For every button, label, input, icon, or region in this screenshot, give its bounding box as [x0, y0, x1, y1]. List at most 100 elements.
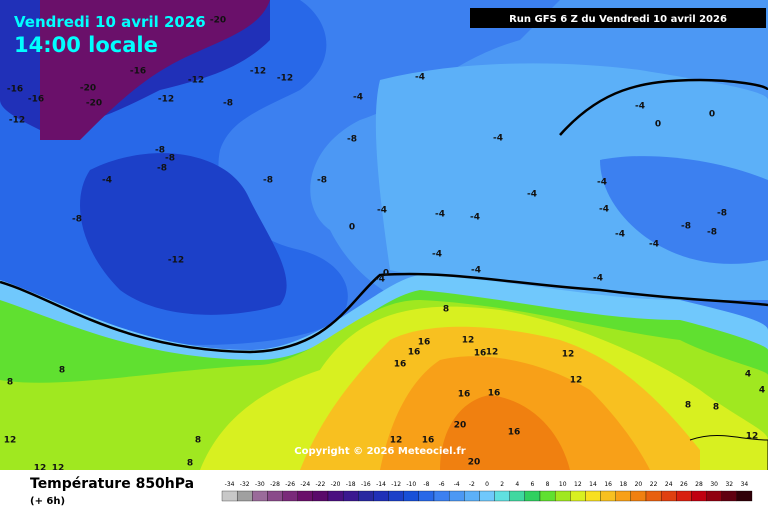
footer-title: Température 850hPa	[30, 476, 194, 492]
contour-label: 12	[486, 348, 499, 358]
scale-swatch	[630, 490, 647, 502]
contour-label: -4	[375, 275, 385, 285]
contour-label: -12	[277, 74, 293, 84]
contour-label: 12	[570, 376, 583, 386]
scale-label: 28	[695, 481, 703, 488]
contour-label: 16	[508, 428, 521, 438]
contour-label: 0	[383, 269, 389, 279]
scale-swatch	[645, 490, 662, 502]
scale-label: -26	[285, 481, 295, 488]
scale-swatch	[464, 490, 480, 502]
contour-label: -8	[165, 154, 175, 164]
scale-swatch	[342, 490, 359, 502]
contour-label: -4	[432, 250, 442, 260]
map-time: 14:00 locale	[14, 33, 158, 57]
scale-label: -14	[376, 481, 386, 488]
contour-label: 12	[34, 464, 47, 474]
contour-label: -16	[7, 85, 23, 95]
scale-swatch	[524, 490, 541, 502]
contour-label: 12	[52, 464, 65, 474]
scale-label: 2	[500, 481, 504, 488]
contour-label: 20	[454, 421, 467, 431]
contour-label: -20	[80, 84, 96, 94]
scale-label: -12	[391, 481, 401, 488]
contour-label: 8	[195, 436, 201, 446]
contour-label: -4	[593, 274, 603, 284]
contour-label: -4	[435, 210, 445, 220]
scale-label: 22	[650, 481, 658, 488]
scale-swatch	[570, 490, 586, 502]
contour-label: -20	[86, 99, 102, 109]
contour-label: -8	[681, 222, 691, 232]
contour-label: -4	[597, 178, 607, 188]
scale-label: 12	[574, 481, 582, 488]
contour-label: -8	[223, 99, 233, 109]
scale-label: -34	[225, 481, 235, 488]
scale-label: 32	[725, 481, 733, 488]
contour-label: -8	[263, 176, 273, 186]
contour-label: -4	[471, 266, 481, 276]
contour-label: 12	[390, 436, 403, 446]
scale-label: 24	[665, 481, 673, 488]
run-banner	[470, 8, 766, 28]
contour-label: -8	[157, 164, 167, 174]
contour-label: 16	[458, 390, 471, 400]
contour-label: 8	[7, 378, 13, 388]
scale-swatch	[403, 490, 420, 502]
contour-label: -4	[377, 206, 387, 216]
contour-label: -16	[130, 67, 146, 77]
scale-swatch	[736, 490, 753, 502]
scale-label: 34	[741, 481, 749, 488]
scale-label: 8	[546, 481, 550, 488]
contour-label: -8	[717, 209, 727, 219]
scale-label: -8	[423, 481, 429, 488]
scale-swatch	[691, 490, 707, 502]
contour-label: -4	[649, 240, 659, 250]
contour-label: -12	[9, 116, 25, 126]
contour-label: 0	[349, 223, 355, 233]
scale-label: -4	[454, 481, 460, 488]
scale-swatch	[312, 490, 329, 502]
contour-label: -4	[635, 102, 645, 112]
contour-label: -8	[155, 146, 165, 156]
scale-swatch	[585, 490, 601, 502]
scale-swatch	[539, 490, 556, 502]
contour-label: -8	[347, 135, 357, 145]
contour-label: -16	[28, 95, 44, 105]
scale-swatch	[267, 490, 283, 502]
contour-label: 8	[187, 459, 193, 469]
scale-label: 20	[635, 481, 643, 488]
contour-label: -4	[102, 176, 112, 186]
contour-label: 4	[745, 370, 751, 380]
scale-label: 0	[485, 481, 489, 488]
scale-swatch	[358, 490, 374, 502]
scale-label: -16	[361, 481, 371, 488]
scale-swatch	[236, 490, 253, 502]
scale-label: -10	[406, 481, 416, 488]
contour-label: 16	[422, 436, 435, 446]
contour-label: 16	[394, 360, 407, 370]
contour-label: 20	[468, 458, 481, 468]
scale-swatch	[479, 490, 495, 502]
scale-swatch	[221, 490, 238, 502]
scale-label: 14	[589, 481, 597, 488]
scale-label: 30	[710, 481, 718, 488]
scale-label: 26	[680, 481, 688, 488]
scale-label: 6	[531, 481, 535, 488]
contour-label: 16	[488, 389, 501, 399]
contour-label: 16	[408, 348, 421, 358]
contour-label: -4	[470, 213, 480, 223]
scale-label: -30	[255, 481, 265, 488]
contour-label: -4	[615, 230, 625, 240]
run-info: Run GFS 6 Z du Vendredi 10 avril 2026	[509, 14, 727, 25]
scale-swatch	[721, 490, 738, 502]
contour-labels: -20-16-12-12-12-16-16-20-20 -12 -8-12-8-8-…	[4, 16, 765, 474]
contour-label: 16	[418, 338, 431, 348]
contour-label: -8	[317, 176, 327, 186]
contour-label: 12	[462, 336, 475, 346]
scale-label: 18	[619, 481, 627, 488]
temperature-fields	[0, 0, 768, 470]
scale-label: -22	[316, 481, 326, 488]
scale-swatch	[600, 490, 616, 502]
